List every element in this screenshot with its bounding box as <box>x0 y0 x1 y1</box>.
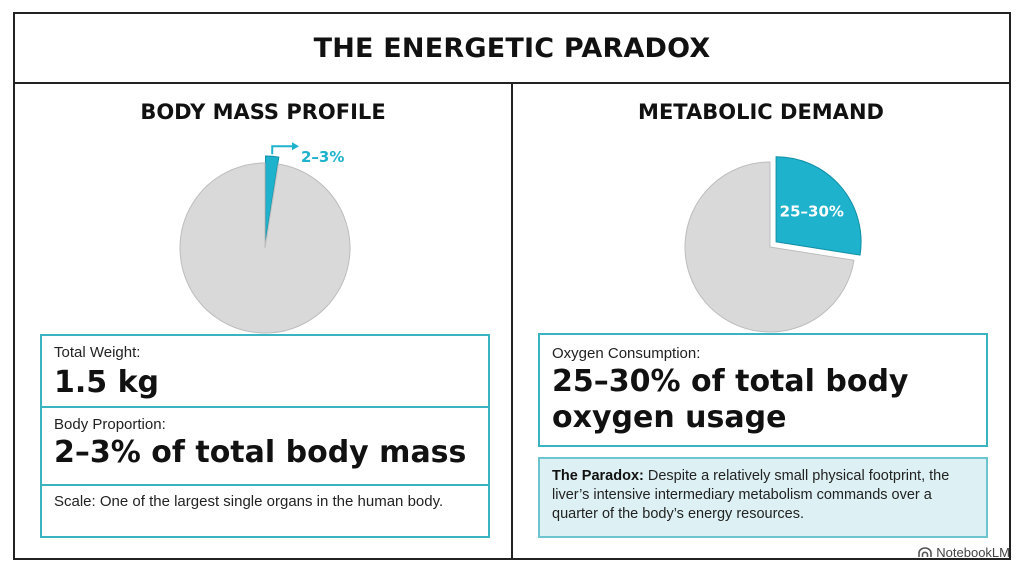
oxygen-consumption-label: Oxygen Consumption: <box>552 345 701 362</box>
metabolic-demand-title: METABOLIC DEMAND <box>638 100 884 124</box>
slice-label-mass: 2–3% <box>301 148 344 166</box>
scale-text-block: Scale: One of the largest single organs … <box>54 492 476 512</box>
pie-slice-highlight <box>265 155 280 242</box>
brand-mark: NotebookLM <box>918 545 1010 560</box>
page-title: THE ENERGETIC PARADOX <box>313 32 711 64</box>
title-bar: THE ENERGETIC PARADOX <box>15 14 1009 84</box>
metabolic-demand-pie-chart: 25–30% <box>684 156 862 333</box>
callout-arrow <box>271 145 295 155</box>
oxygen-consumption-value: 25–30% of total body oxygen usage <box>552 364 909 435</box>
infographic-frame: THE ENERGETIC PARADOX BODY MASS PROFILE … <box>13 12 1011 560</box>
paradox-text-block: The Paradox: Despite a relatively small … <box>552 467 974 524</box>
body-mass-profile-title: BODY MASS PROFILE <box>140 100 386 124</box>
brand-name: NotebookLM <box>936 545 1010 560</box>
pie-slice-rest <box>684 161 855 333</box>
scale-label: Scale: <box>54 493 96 510</box>
paradox-label: The Paradox: <box>552 468 644 484</box>
callout-arrowhead <box>292 142 299 151</box>
total-weight-value: 1.5 kg <box>54 365 160 400</box>
body-proportion-value: 2–3% of total body mass <box>54 435 467 470</box>
body-proportion-label: Body Proportion: <box>54 416 166 433</box>
paradox-note: The Paradox: Despite a relatively small … <box>538 457 988 538</box>
oxygen-consumption-card: Oxygen Consumption: 25–30% of total body… <box>538 333 988 447</box>
panel-divider <box>511 84 513 560</box>
total-weight-card: Total Weight: 1.5 kg <box>40 334 490 408</box>
notebooklm-logo-icon <box>918 547 933 557</box>
scale-card: Scale: One of the largest single organs … <box>40 484 490 538</box>
slice-label-oxygen: 25–30% <box>780 202 844 220</box>
pie-slice-highlight <box>775 156 862 256</box>
paradox-text: Despite a relatively small physical foot… <box>552 468 950 522</box>
body-proportion-card: Body Proportion: 2–3% of total body mass <box>40 408 490 486</box>
scale-text: One of the largest single organs in the … <box>99 493 444 510</box>
total-weight-label: Total Weight: <box>54 344 141 361</box>
pie-slice-rest <box>179 162 351 334</box>
body-mass-pie-chart: 2–3% <box>179 142 351 334</box>
